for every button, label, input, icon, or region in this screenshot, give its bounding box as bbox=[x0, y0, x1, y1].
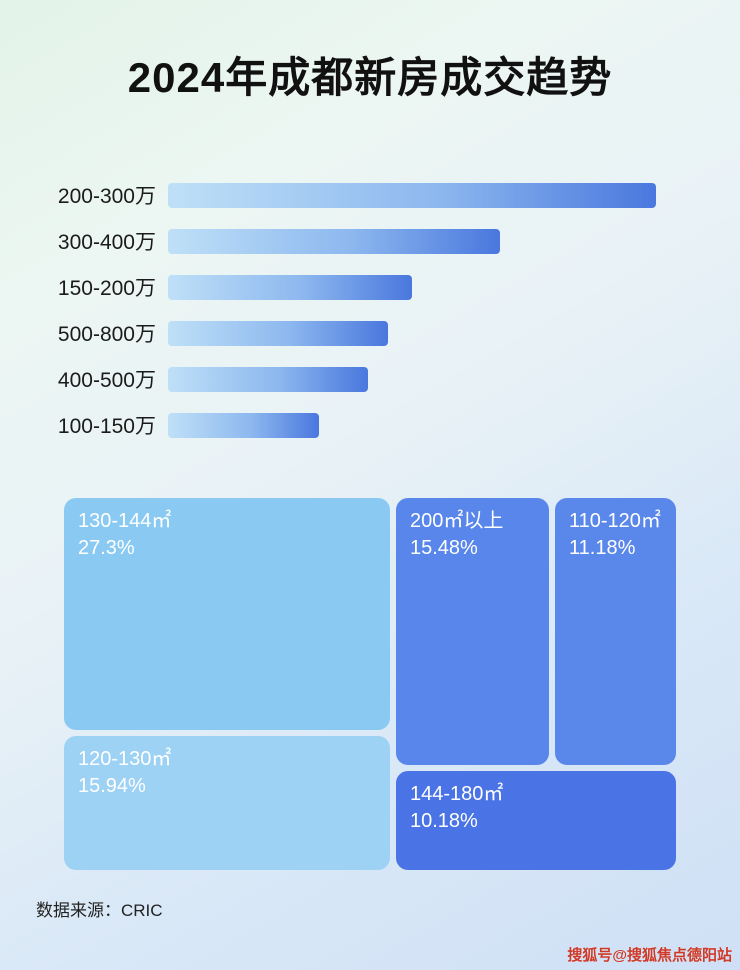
watermark-text: 搜狐号@搜狐焦点德阳站 bbox=[567, 947, 732, 964]
treemap-block-label: 200㎡以上 bbox=[410, 510, 504, 532]
bar-track bbox=[168, 228, 656, 254]
treemap-block-value: 15.48% bbox=[410, 537, 478, 559]
bar-category-label: 200-300万 bbox=[57, 185, 156, 208]
bar-row: 500-800万 bbox=[38, 320, 698, 346]
bar-category-label: 300-400万 bbox=[57, 231, 156, 254]
bar-fill bbox=[168, 182, 656, 208]
treemap-block-label: 130-144㎡ bbox=[78, 510, 172, 532]
treemap-block-label: 144-180㎡ bbox=[410, 783, 504, 805]
data-source-note: 数据来源：CRIC bbox=[36, 901, 163, 920]
treemap-block: 120-130㎡ 15.94% bbox=[64, 736, 390, 870]
treemap-block: 144-180㎡ 10.18% bbox=[396, 771, 676, 870]
bar-fill bbox=[168, 274, 412, 300]
bar-category-label: 100-150万 bbox=[57, 415, 156, 438]
treemap-block: 130-144㎡ 27.3% bbox=[64, 498, 390, 730]
bar-row: 150-200万 bbox=[38, 274, 698, 300]
bar-row: 400-500万 bbox=[38, 366, 698, 392]
treemap-block: 110-120㎡ 11.18% bbox=[555, 498, 676, 765]
treemap-block-value: 10.18% bbox=[410, 810, 478, 832]
bar-track bbox=[168, 366, 656, 392]
bar-fill bbox=[168, 412, 320, 438]
area-share-treemap: 130-144㎡ 27.3% 120-130㎡ 15.94% 200㎡以上 15.48% 1… bbox=[64, 498, 676, 870]
bar-track bbox=[168, 274, 656, 300]
bar-fill bbox=[168, 320, 388, 346]
bar-category-label: 150-200万 bbox=[57, 277, 156, 300]
bar-row: 200-300万 bbox=[38, 182, 698, 208]
bar-row: 300-400万 bbox=[38, 228, 698, 254]
bar-category-label: 500-800万 bbox=[57, 323, 156, 346]
page-title: 2024年成都新房成交趋势 bbox=[127, 54, 613, 101]
bar-track bbox=[168, 412, 656, 438]
bar-category-label: 400-500万 bbox=[57, 369, 156, 392]
bar-row: 100-150万 bbox=[38, 412, 698, 438]
price-range-bar-chart: 200-300万 300-400万 150-200万 500-800万 400-500万… bbox=[38, 182, 698, 458]
treemap-block-label: 120-130㎡ bbox=[78, 748, 172, 770]
bar-fill bbox=[168, 366, 369, 392]
bar-fill bbox=[168, 228, 500, 254]
treemap-block-label: 110-120㎡ bbox=[569, 510, 661, 532]
bar-track bbox=[168, 182, 656, 208]
treemap-block-value: 27.3% bbox=[78, 537, 135, 559]
treemap-block-value: 11.18% bbox=[569, 537, 636, 559]
treemap-block-value: 15.94% bbox=[78, 775, 146, 797]
treemap-block: 200㎡以上 15.48% bbox=[396, 498, 549, 765]
bar-track bbox=[168, 320, 656, 346]
